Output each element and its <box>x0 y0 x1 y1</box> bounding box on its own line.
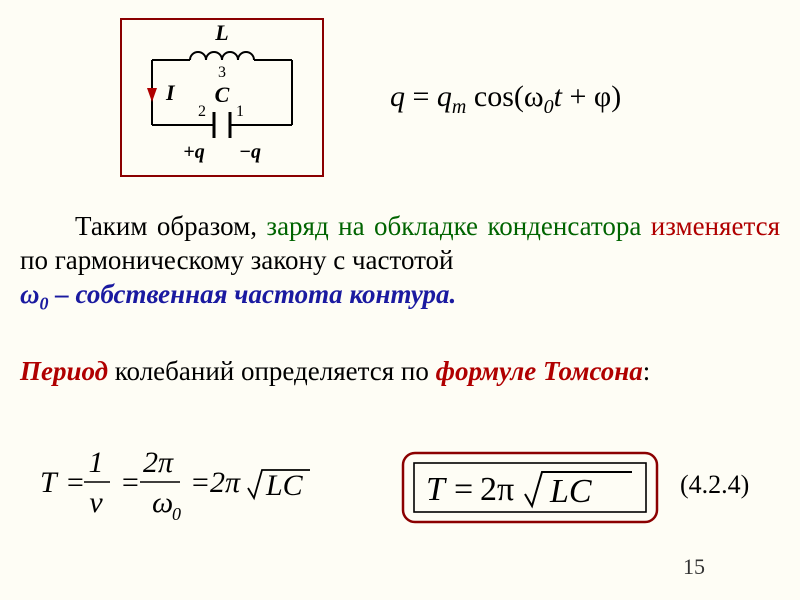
thomson-formula-derivation: T = 1 ν = 2π ω 0 = 2π LC <box>40 440 360 538</box>
qm-var: q <box>437 80 452 113</box>
cos-fn: cos( <box>474 80 524 113</box>
paragraph-2: Период колебаний определяется по формуле… <box>20 355 780 389</box>
page-number: 15 <box>683 554 705 580</box>
p2-colon: : <box>643 356 651 386</box>
phi-sym: φ <box>594 80 611 113</box>
frac1-num: 1 <box>89 446 104 479</box>
qm-sub: m <box>452 96 466 118</box>
q-plus-label: +q <box>183 141 204 163</box>
box-sqrt-arg: LC <box>549 473 592 510</box>
charge-formula: q = qm cos(ω0t + φ) <box>390 80 621 119</box>
box-eq: = <box>454 471 473 508</box>
paragraph-1: Таким образом, заряд на обкладке конденс… <box>20 210 780 314</box>
frac1-den: ν <box>89 486 103 519</box>
p1-t2: заряд на обкладке конденсатора <box>266 211 641 241</box>
frac2-num: 2π <box>143 446 174 479</box>
p1-omega-sub: 0 <box>40 293 49 313</box>
p2-t3: формуле Томсона <box>436 356 643 386</box>
thomson-derive-svg: T = 1 ν = 2π ω 0 = 2π LC <box>40 440 360 530</box>
box-coef: 2π <box>480 471 514 508</box>
node-1-label: 1 <box>236 103 244 120</box>
p1-t4: по гармоническому закону с частотой <box>20 245 453 275</box>
inductor-label: L <box>214 20 228 45</box>
frac2-den-sub: 0 <box>172 504 181 524</box>
capacitor-label: C <box>215 82 230 107</box>
q-minus-label: −q <box>239 141 261 163</box>
current-label: I <box>165 80 176 105</box>
eq1: = <box>65 466 85 499</box>
node-3-label: 3 <box>218 64 226 81</box>
p1-t1: Таким образом, <box>75 211 266 241</box>
p1-t5: собственная частота контура. <box>76 279 457 309</box>
close-paren: ) <box>611 80 621 113</box>
p1-t3: изменяется <box>641 211 780 241</box>
equation-number: (4.2.4) <box>680 470 749 500</box>
frac2-den-omega: ω <box>152 486 173 519</box>
eq2: = <box>120 466 140 499</box>
box-T: T <box>426 471 447 508</box>
lc-circuit-diagram: L 3 I C 2 1 +q −q <box>120 18 324 177</box>
p1-omega: ω <box>20 279 40 309</box>
p2-t1: Период <box>20 356 108 386</box>
p2-t2: колебаний определяется по <box>108 356 436 386</box>
current-arrow-icon <box>147 88 157 102</box>
eq3: = <box>190 466 210 499</box>
thomson-box-svg: T = 2π LC <box>400 450 660 525</box>
plus-sign: + <box>562 80 594 113</box>
node-2-label: 2 <box>198 103 206 120</box>
lc-circuit-svg: L 3 I C 2 1 +q −q <box>122 20 322 175</box>
p1-dash: – <box>49 279 76 309</box>
thomson-formula-boxed: T = 2π LC <box>400 450 660 525</box>
omega-sub: 0 <box>544 96 554 118</box>
eq-sign: = <box>413 80 430 113</box>
q-var: q <box>390 80 405 113</box>
coef-2pi: 2π <box>210 466 241 499</box>
omega-sym: ω <box>524 80 544 113</box>
t-var: t <box>554 80 562 113</box>
sqrt-arg: LC <box>265 469 304 502</box>
T-var: T <box>40 466 59 499</box>
